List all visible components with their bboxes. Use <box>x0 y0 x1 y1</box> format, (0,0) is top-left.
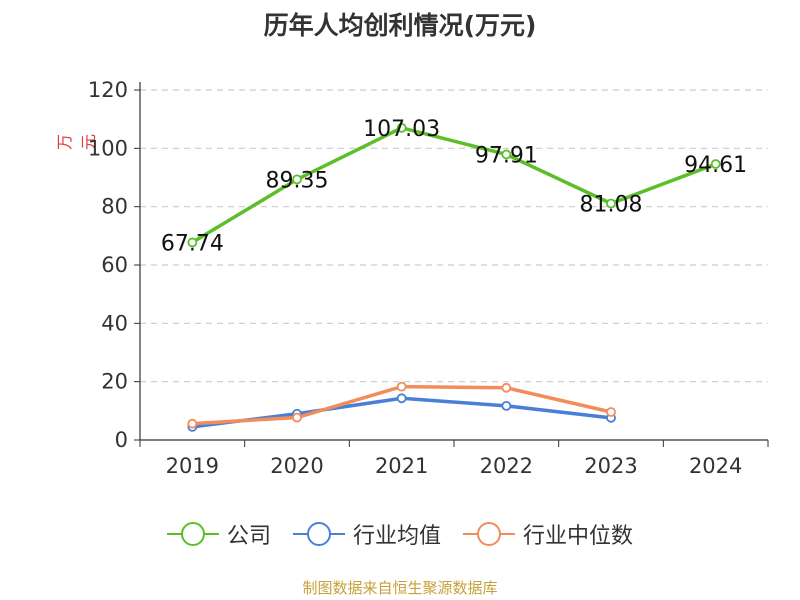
y-tick-label: 40 <box>101 311 128 335</box>
data-point <box>501 400 512 411</box>
data-point <box>396 122 407 133</box>
data-label: 81.08 <box>580 193 643 218</box>
legend-marker-company <box>166 520 219 548</box>
data-label: 89.35 <box>266 168 329 193</box>
legend-label-company: 公司 <box>226 524 271 549</box>
data-point <box>606 407 616 417</box>
legend: 公司 行业均值 行业中位数 <box>0 518 800 550</box>
data-point <box>501 382 512 393</box>
data-label: 97.91 <box>475 143 538 168</box>
data-point <box>292 412 302 423</box>
legend-marker-industry-average <box>292 520 345 548</box>
data-point <box>710 159 721 169</box>
data-point <box>606 198 616 209</box>
legend-item-industry-average[interactable]: 行业均值 <box>292 518 441 550</box>
chart-title: 历年人均创利情况(万元) <box>263 11 537 40</box>
x-tick-label: 2022 <box>480 454 533 478</box>
x-tick-label: 2024 <box>689 454 742 478</box>
x-tick-label: 2019 <box>166 454 219 478</box>
legend-item-industry-median[interactable]: 行业中位数 <box>463 518 633 550</box>
y-tick-label: 20 <box>101 370 128 394</box>
data-point <box>396 393 407 404</box>
data-point <box>396 381 407 392</box>
legend-marker-industry-median <box>463 520 515 548</box>
y-tick-label: 60 <box>101 253 128 277</box>
data-point <box>187 237 198 248</box>
x-tick-label: 2021 <box>375 454 428 478</box>
series-line-0 <box>191 126 717 244</box>
y-tick-label: 120 <box>88 78 128 102</box>
x-tick-label: 2020 <box>270 454 323 478</box>
data-label: 67.74 <box>161 231 224 256</box>
legend-item-company[interactable]: 公司 <box>166 518 271 550</box>
y-tick-label: 80 <box>101 195 128 219</box>
data-label: 107.03 <box>363 117 440 142</box>
legend-label-industry-median: 行业中位数 <box>523 524 634 549</box>
data-label: 94.61 <box>684 153 747 178</box>
data-point <box>292 174 302 185</box>
y-tick-label: 0 <box>115 428 128 452</box>
x-tick-label: 2023 <box>584 454 637 478</box>
data-source-note: 制图数据来自恒生聚源数据库 <box>302 579 498 597</box>
legend-label-industry-average: 行业均值 <box>352 524 441 549</box>
y-tick-label: 100 <box>88 136 128 160</box>
data-point <box>501 149 512 160</box>
data-point <box>187 418 198 429</box>
